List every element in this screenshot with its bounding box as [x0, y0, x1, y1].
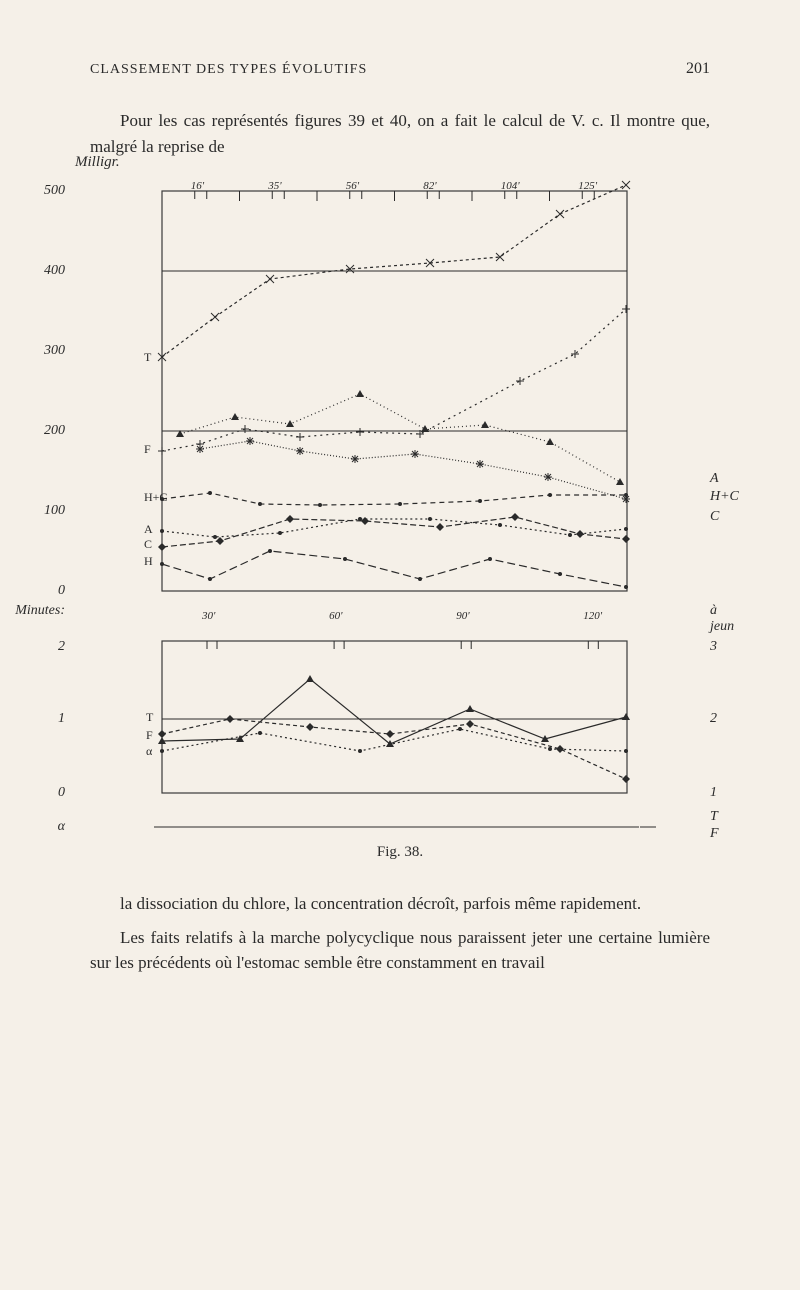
milligr-label: Milligr. [75, 154, 120, 171]
svg-text:F: F [144, 442, 151, 456]
y-right-tick: 3 [710, 639, 717, 655]
svg-text:H+C: H+C [144, 490, 167, 504]
svg-text:104': 104' [501, 180, 521, 192]
svg-text:H: H [144, 554, 153, 568]
y-left-tick: Minutes: [15, 603, 65, 619]
y-left-tick: 200 [44, 423, 65, 439]
y-left-tick: 1 [58, 711, 65, 727]
y-right-tick: C [710, 509, 719, 525]
y-left-tick: 2 [58, 639, 65, 655]
svg-text:82': 82' [423, 180, 437, 192]
paragraph-2: la dissociation du chlore, la concentrat… [90, 891, 710, 917]
y-left-tick: α [58, 819, 65, 835]
y-right-tick: F [710, 826, 719, 842]
y-right-tick: T [710, 809, 718, 825]
svg-text:A: A [144, 522, 153, 536]
svg-text:56': 56' [346, 180, 360, 192]
svg-text:120': 120' [583, 610, 603, 622]
svg-text:90': 90' [456, 610, 470, 622]
y-left-tick: 400 [44, 263, 65, 279]
paragraph-3: Les faits relatifs à la marche polycycli… [90, 925, 710, 976]
y-right-tick: à jeun [710, 603, 734, 635]
svg-text:30': 30' [201, 610, 216, 622]
svg-text:F: F [146, 728, 153, 742]
y-right-tick: H+C [710, 489, 739, 505]
svg-text:125': 125' [578, 180, 598, 192]
y-right-tick: 1 [710, 785, 717, 801]
svg-text:C: C [144, 537, 152, 551]
svg-text:α: α [146, 744, 153, 758]
y-left-tick: 100 [44, 503, 65, 519]
y-left-tick: 0 [58, 583, 65, 599]
svg-text:T: T [144, 350, 152, 364]
y-left-tick: 300 [44, 343, 65, 359]
y-right-tick: A [710, 471, 719, 487]
chart-svg: 16'35'56'82'104'125'TFH+CACH30'60'90'120… [120, 179, 680, 829]
y-right-tick: 2 [710, 711, 717, 727]
figure-caption: Fig. 38. [90, 844, 710, 861]
y-left-tick: 0 [58, 785, 65, 801]
figure-38-chart: Milligr. 5004003002001000Minutes:210α AH… [120, 179, 680, 829]
svg-text:35': 35' [267, 180, 282, 192]
y-left-tick: 500 [44, 183, 65, 199]
paragraph-1: Pour les cas représentés figures 39 et 4… [90, 108, 710, 159]
page-number: 201 [686, 60, 710, 78]
svg-text:16': 16' [191, 180, 205, 192]
svg-text:T: T [146, 710, 154, 724]
running-header: CLASSEMENT DES TYPES ÉVOLUTIFS [90, 62, 367, 78]
svg-text:60': 60' [329, 610, 343, 622]
